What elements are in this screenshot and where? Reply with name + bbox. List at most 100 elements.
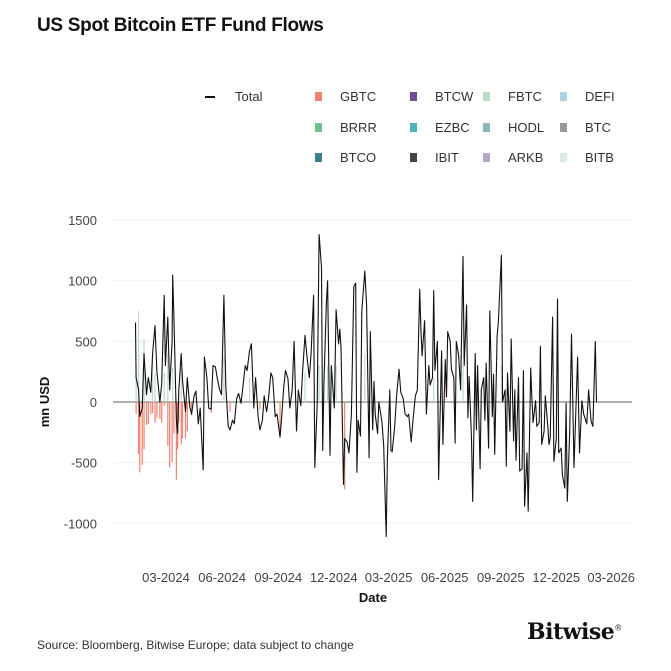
legend-item-btco: BTCO <box>315 150 376 165</box>
bar-gbtc <box>147 402 149 424</box>
color-swatch-icon <box>410 153 417 162</box>
bar-gbtc <box>137 402 140 455</box>
bar-fbtc <box>433 377 435 402</box>
bar-fbtc <box>151 359 154 402</box>
chart-title: US Spot Bitcoin ETF Fund Flows <box>37 15 324 36</box>
bar-fbtc <box>143 338 145 402</box>
bar-fbtc <box>135 374 137 402</box>
bar-fbtc <box>248 377 251 402</box>
bar-gbtc <box>184 402 187 439</box>
bar-gbtc <box>259 402 261 410</box>
bar-fbtc <box>167 353 169 402</box>
legend-item-brrr: BRRR <box>315 120 377 135</box>
legend-label: GBTC <box>340 89 377 104</box>
bar-fbtc <box>163 372 165 402</box>
bar-gbtc <box>181 402 184 439</box>
legend-label: Total <box>235 89 263 104</box>
color-swatch-icon <box>560 123 567 132</box>
bar-gbtc <box>161 402 163 423</box>
bar-gbtc <box>186 402 188 432</box>
bar-gbtc <box>178 402 180 423</box>
legend-item-ibit: IBIT <box>410 150 459 165</box>
legend-item-defi: DEFI <box>560 89 615 104</box>
bar-fbtc <box>223 355 225 402</box>
legend-label: BRRR <box>340 120 377 135</box>
bar-fbtc <box>364 353 366 402</box>
legend-label: FBTC <box>508 89 542 104</box>
bar-gbtc <box>173 402 175 434</box>
bar-gbtc <box>180 402 182 445</box>
bar-fbtc <box>154 372 156 402</box>
color-swatch-icon <box>483 92 490 101</box>
x-tick-label: 09-2024 <box>254 570 302 585</box>
legend-item-hodl: HODL <box>483 120 544 135</box>
x-tick-label: 03-2025 <box>365 570 413 585</box>
bar-gbtc <box>159 402 161 419</box>
bar-gbtc <box>163 402 165 406</box>
bar-gbtc <box>145 402 148 426</box>
color-swatch-icon <box>483 123 490 132</box>
color-swatch-icon <box>315 92 322 101</box>
legend-label: BITB <box>585 150 614 165</box>
x-tick-label: 06-2025 <box>421 570 469 585</box>
x-tick-label: 12-2024 <box>310 570 358 585</box>
bar-gbtc <box>167 402 169 446</box>
bar-gbtc <box>229 402 231 412</box>
series-line-total <box>134 234 598 538</box>
bar-fbtc <box>318 365 320 402</box>
legend-item-btcw: BTCW <box>410 89 473 104</box>
legend-item-btc: BTC <box>560 120 611 135</box>
bar-fbtc <box>327 365 329 402</box>
bar-gbtc <box>329 402 331 413</box>
line-swatch-icon <box>205 95 215 98</box>
bar-gbtc <box>279 402 281 438</box>
bar-fbtc <box>137 311 140 402</box>
legend-label: BTC <box>585 120 611 135</box>
color-swatch-icon <box>315 153 322 162</box>
source-note: Source: Bloomberg, Bitwise Europe; data … <box>37 638 354 652</box>
legend-item-total: Total <box>205 89 262 104</box>
legend-item-arkb: ARKB <box>483 150 543 165</box>
bar-gbtc <box>191 402 193 416</box>
y-tick-label: 0 <box>90 395 97 410</box>
bar-gbtc <box>139 402 141 473</box>
bar-gbtc <box>135 402 137 414</box>
y-tick-label: 500 <box>75 334 97 349</box>
legend-label: HODL <box>508 120 545 135</box>
x-axis-label: Date <box>359 590 387 605</box>
legend-item-fbtc: FBTC <box>483 89 542 104</box>
bar-gbtc <box>150 402 152 415</box>
bar-gbtc <box>171 402 173 463</box>
x-tick-label: 03-2026 <box>587 570 635 585</box>
bar-fbtc <box>180 370 182 402</box>
legend-label: BTCO <box>340 150 377 165</box>
logo-text: Bitwise <box>527 619 615 645</box>
bar-gbtc <box>175 402 177 480</box>
legend-label: BTCW <box>435 89 474 104</box>
color-swatch-icon <box>315 123 322 132</box>
bar-fbtc <box>462 365 464 402</box>
bar-gbtc <box>151 402 154 413</box>
color-swatch-icon <box>410 123 417 132</box>
legend-item-ezbc: EZBC <box>410 120 470 135</box>
bar-gbtc <box>156 402 158 418</box>
y-tick-label: -1000 <box>64 516 97 531</box>
bar-fbtc <box>304 372 306 402</box>
x-tick-label: 06-2024 <box>198 570 246 585</box>
legend-label: ARKB <box>508 150 544 165</box>
bar-gbtc <box>169 402 171 468</box>
y-tick-label: 1500 <box>68 213 97 228</box>
y-tick-label: -500 <box>71 456 97 471</box>
legend-label: EZBC <box>435 120 470 135</box>
color-swatch-icon <box>483 153 490 162</box>
color-swatch-icon <box>560 92 567 101</box>
bar-fbtc <box>172 368 174 402</box>
bar-fbtc <box>335 365 337 402</box>
bar-fbtc <box>500 365 503 402</box>
legend-label: DEFI <box>585 89 615 104</box>
y-tick-label: 1000 <box>68 274 97 289</box>
x-tick-label: 09-2025 <box>477 570 525 585</box>
color-swatch-icon <box>410 92 417 101</box>
bar-gbtc <box>141 402 143 466</box>
x-tick-label: 12-2025 <box>532 570 580 585</box>
